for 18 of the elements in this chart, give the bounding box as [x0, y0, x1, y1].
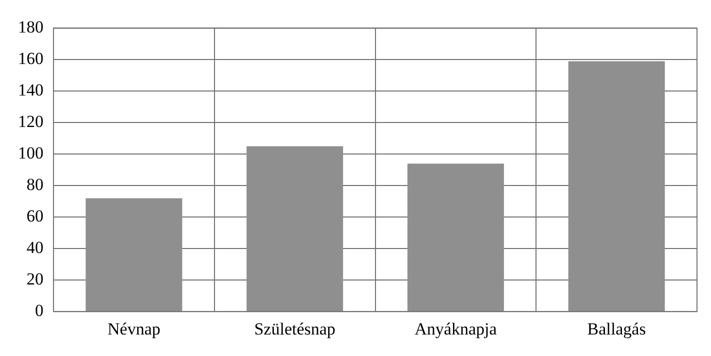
y-tick-label: 140 — [18, 80, 44, 100]
bar — [568, 61, 665, 312]
x-tick-label: Ballagás — [587, 319, 646, 338]
x-tick-label: Névnap — [108, 319, 160, 338]
y-tick-label: 40 — [26, 238, 44, 258]
y-tick-label: 100 — [18, 144, 44, 163]
y-tick-label: 160 — [18, 49, 44, 68]
x-tick-label: Születésnap — [254, 319, 336, 338]
y-tick-label: 180 — [18, 18, 44, 37]
y-tick-label: 120 — [18, 112, 44, 132]
y-tick-label: 0 — [35, 301, 44, 320]
bar — [246, 146, 344, 312]
bar — [407, 164, 504, 312]
y-tick-label: 20 — [26, 270, 44, 289]
x-tick-label: Anyáknapja — [414, 319, 498, 338]
bar — [86, 198, 182, 312]
y-tick-label: 80 — [26, 175, 44, 194]
y-tick-label: 60 — [26, 206, 44, 226]
